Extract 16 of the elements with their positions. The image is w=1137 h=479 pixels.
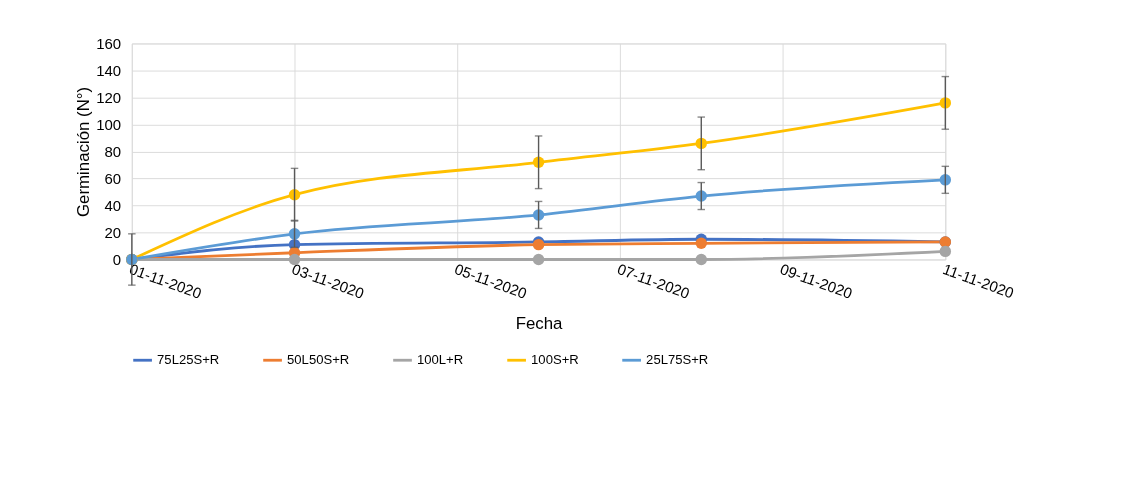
legend-label: 50L50S+R: [287, 351, 350, 367]
y-tick-label: 40: [104, 196, 122, 214]
y-tick-label: 80: [104, 142, 122, 160]
y-tick-label: 100: [96, 115, 122, 133]
y-tick-label: 140: [96, 61, 122, 79]
y-tick-label: 120: [96, 88, 122, 106]
legend-label: 75L25S+R: [157, 351, 220, 367]
y-axis-title: Germinación (N°): [73, 86, 93, 218]
y-tick-label: 160: [96, 34, 122, 52]
legend-label: 100S+R: [531, 351, 579, 367]
x-axis-title: Fecha: [515, 313, 564, 333]
legend-label: 25L75S+R: [646, 351, 709, 367]
y-tick-label: 20: [104, 223, 122, 241]
y-tick-label: 0: [112, 250, 122, 268]
y-tick-label: 60: [104, 169, 122, 187]
legend-label: 100L+R: [417, 351, 464, 367]
